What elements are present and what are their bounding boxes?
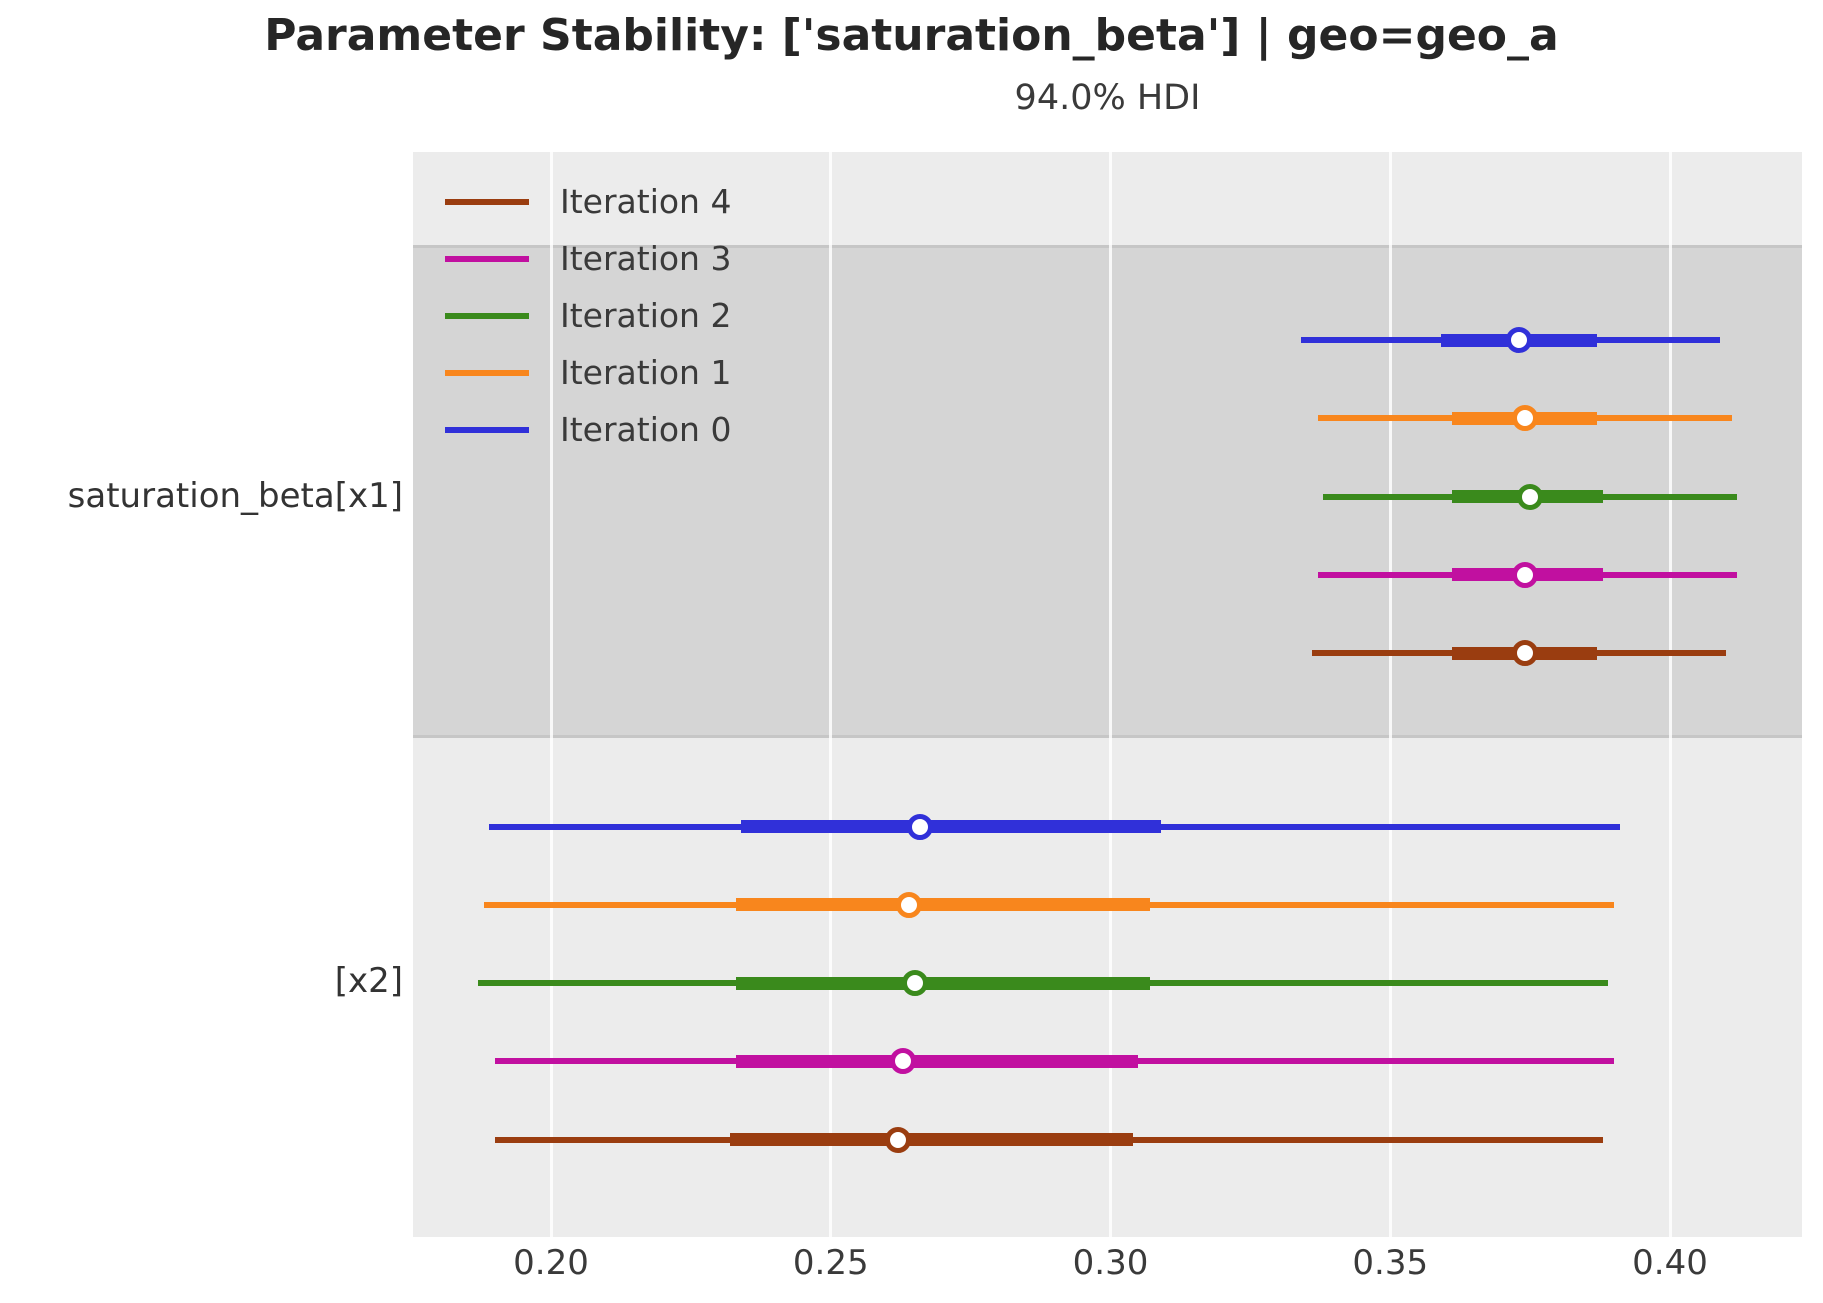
- legend-label: Iteration 3: [560, 239, 732, 278]
- legend-item-Iteration 0: Iteration 0: [445, 401, 731, 458]
- gridline-0.20: [549, 152, 553, 1237]
- legend-line-swatch: [445, 255, 529, 262]
- median-marker: [896, 891, 923, 918]
- interquartile-line: [735, 1054, 1139, 1068]
- plot-area: Iteration 4 Iteration 3 Iteration 2 Iterati…: [413, 152, 1802, 1237]
- legend-item-Iteration 1: Iteration 1: [445, 344, 731, 401]
- median-marker: [907, 813, 934, 840]
- legend-line-swatch: [445, 198, 529, 205]
- median-marker: [901, 970, 928, 996]
- median-marker: [1505, 327, 1532, 353]
- x-tick-label-0.35: 0.35: [1352, 1243, 1429, 1283]
- legend-line-swatch: [445, 426, 529, 433]
- x-tick-label-0.20: 0.20: [513, 1243, 589, 1283]
- y-label-saturation-beta-x1: saturation_beta[x1]: [67, 476, 403, 516]
- interquartile-line: [735, 898, 1150, 912]
- legend-item-Iteration 3: Iteration 3: [445, 230, 731, 287]
- x-tick-label-0.25: 0.25: [792, 1243, 869, 1283]
- gridline-0.40: [1668, 152, 1672, 1237]
- legend-label: Iteration 0: [560, 410, 732, 449]
- median-marker: [1517, 483, 1544, 510]
- legend-item-Iteration 4: Iteration 4: [445, 173, 731, 230]
- interquartile-line: [741, 820, 1161, 833]
- interquartile-line: [735, 976, 1150, 990]
- gridline-0.30: [1109, 152, 1112, 1237]
- median-marker: [884, 1126, 911, 1153]
- legend-label: Iteration 2: [560, 296, 732, 335]
- legend-line-swatch: [445, 312, 529, 319]
- median-marker: [890, 1048, 917, 1075]
- legend-item-Iteration 2: Iteration 2: [445, 287, 731, 344]
- median-marker: [1511, 640, 1538, 666]
- y-label-x2: [x2]: [334, 961, 403, 1001]
- interquartile-line: [730, 1133, 1133, 1146]
- legend-line-swatch: [445, 369, 529, 376]
- legend-label: Iteration 1: [560, 353, 732, 392]
- legend-label: Iteration 4: [560, 182, 732, 221]
- hdi-subtitle: 94.0% HDI: [1014, 78, 1201, 118]
- median-marker: [1511, 561, 1538, 588]
- x-tick-label-0.30: 0.30: [1072, 1243, 1149, 1283]
- legend: Iteration 4 Iteration 3 Iteration 2 Iterati…: [445, 173, 731, 458]
- gridline-0.35: [1388, 152, 1392, 1237]
- gridline-0.25: [829, 152, 833, 1237]
- figure-title: Parameter Stability: ['saturation_beta']…: [264, 10, 1559, 61]
- x-tick-label-0.40: 0.40: [1632, 1243, 1708, 1283]
- median-marker: [1511, 405, 1538, 432]
